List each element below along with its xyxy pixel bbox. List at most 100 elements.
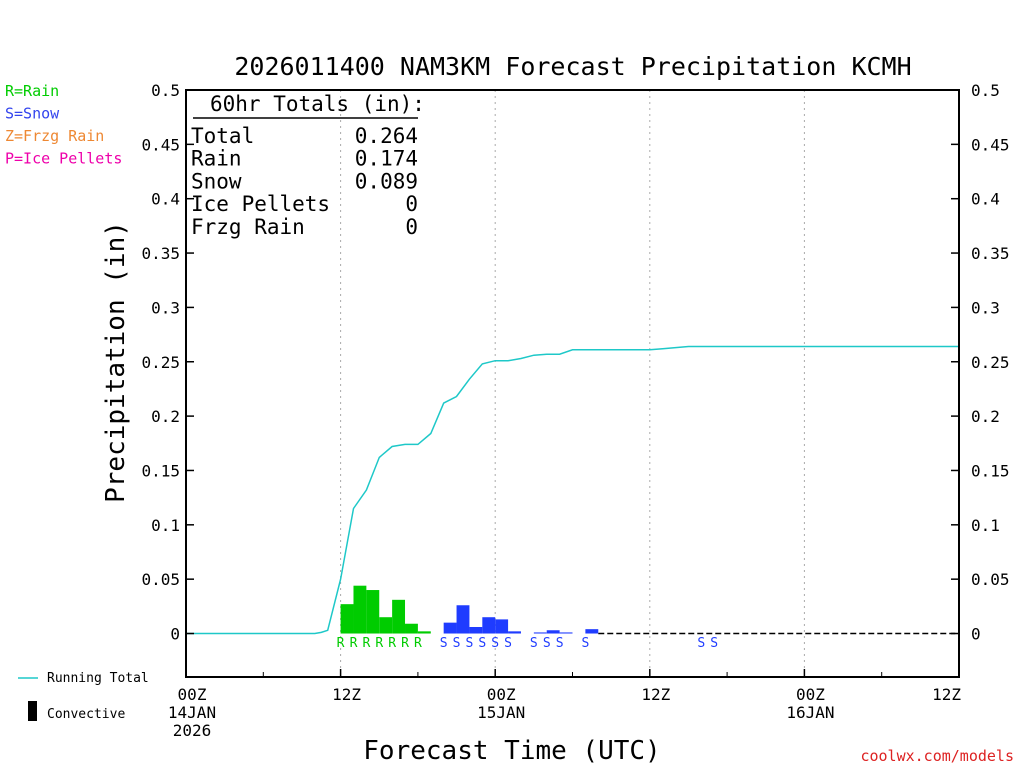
totals-value: 0 (405, 192, 418, 216)
x-tick-label: 2026 (173, 721, 212, 740)
precip-bars (340, 585, 599, 634)
snow-marker: S (440, 636, 448, 651)
totals-value: 0.264 (355, 124, 418, 148)
rain-bar (405, 623, 418, 634)
snow-bar (456, 605, 470, 634)
x-tick-label: 00Z (178, 685, 207, 704)
totals-label: Ice Pellets (191, 192, 330, 216)
rain-bar (353, 585, 367, 634)
rain-marker: R (388, 636, 396, 651)
x-tick-label: 00Z (487, 685, 516, 704)
y-axis-right: 0 0.05 0.1 0.15 0.2 0.25 0.3 0.35 0.4 0.45 0.5 (951, 81, 1010, 644)
rain-bar (366, 590, 380, 634)
snow-marker: S (491, 636, 499, 651)
snow-marker: S (543, 636, 551, 651)
snow-marker: S (530, 636, 538, 651)
y-tick-label-left: 0.05 (141, 570, 180, 589)
y-tick-label-right: 0 (971, 625, 981, 644)
gridlines (340, 90, 805, 677)
snow-marker: S (466, 636, 474, 651)
snow-marker: S (478, 636, 486, 651)
x-tick-label: 12Z (641, 685, 670, 704)
rain-marker: R (375, 636, 383, 651)
rain-bar (392, 599, 406, 634)
totals-value: 0.089 (355, 169, 418, 193)
snow-marker: S (581, 636, 589, 651)
totals-header: 60hr Totals (in): (210, 92, 425, 116)
legend-s: S=Snow (5, 105, 60, 123)
snow-bar (495, 619, 509, 634)
credit-text[interactable]: coolwx.com/models (860, 747, 1014, 765)
legend-p: P=Ice Pellets (5, 150, 122, 168)
y-tick-label-right: 0.05 (971, 570, 1010, 589)
snow-bar (533, 632, 547, 634)
legend-z: Z=Frzg Rain (5, 127, 104, 145)
y-tick-label-right: 0.2 (971, 407, 1000, 426)
y-tick-label-left: 0.1 (151, 516, 180, 535)
x-tick-label: 16JAN (786, 703, 834, 722)
totals-value: 0 (405, 215, 418, 239)
y-axis-title: Precipitation (in) (101, 221, 131, 503)
rain-marker: R (362, 636, 370, 651)
snow-bar (546, 630, 560, 634)
y-tick-label-right: 0.35 (971, 244, 1010, 263)
x-tick-label: 12Z (332, 685, 361, 704)
totals-label: Snow (191, 169, 242, 193)
y-tick-label-left: 0.3 (151, 298, 180, 317)
y-tick-label-right: 0.1 (971, 516, 1000, 535)
y-axis-left: 0 0.05 0.1 0.15 0.2 0.25 0.3 0.35 0.4 0.45 0.5 (141, 81, 194, 644)
running-total-line (186, 345, 959, 635)
totals-label: Rain (191, 147, 242, 171)
x-axis-title: Forecast Time (UTC) (363, 736, 660, 766)
snow-bar (443, 622, 457, 634)
snow-marker: S (504, 636, 512, 651)
totals-label: Frzg Rain (191, 215, 305, 239)
rain-marker: R (414, 636, 422, 651)
y-tick-label-left: 0.45 (141, 135, 180, 154)
snow-bar (559, 632, 573, 634)
y-tick-label-right: 0.15 (971, 461, 1010, 480)
x-tick-label: 14JAN (168, 703, 216, 722)
y-tick-label-left: 0.4 (151, 190, 180, 209)
plot-frame (185, 89, 960, 678)
x-tick-label: 15JAN (477, 703, 525, 722)
rain-bar (417, 631, 431, 634)
line-legend-label: Convective (47, 707, 125, 722)
y-tick-label-left: 0.35 (141, 244, 180, 263)
totals-label: Total (191, 124, 254, 148)
y-tick-label-right: 0.5 (971, 81, 1000, 100)
rain-bar (379, 617, 393, 634)
legend-r: R=Rain (5, 82, 59, 100)
y-tick-label-left: 0 (170, 625, 180, 644)
y-tick-label-left: 0.15 (141, 461, 180, 480)
chart-title: 2026011400 NAM3KM Forecast Precipitation… (234, 52, 911, 81)
snow-bar (469, 626, 483, 634)
totals-value: 0.174 (355, 147, 418, 171)
y-tick-label-right: 0.45 (971, 135, 1010, 154)
rain-marker: R (350, 636, 358, 651)
precip-type-legend: R=Rain S=Snow Z=Frzg Rain P=Ice Pellets (5, 82, 122, 168)
snow-marker: S (710, 636, 718, 651)
line-legend-label: Running Total (47, 671, 149, 686)
y-tick-label-left: 0.2 (151, 407, 180, 426)
snow-bar (508, 631, 521, 634)
snow-bar (482, 617, 496, 634)
y-tick-label-left: 0.25 (141, 353, 180, 372)
snow-marker: S (453, 636, 461, 651)
rain-bar (340, 604, 354, 634)
snow-marker: S (556, 636, 564, 651)
y-tick-label-right: 0.3 (971, 298, 1000, 317)
y-tick-label-right: 0.25 (971, 353, 1010, 372)
totals-box: 60hr Totals (in): Total 0.264 Rain 0.174 Snow… (191, 92, 425, 239)
y-tick-label-left: 0.5 (151, 81, 180, 100)
snow-marker: S (697, 636, 705, 651)
convective-legend-swatch (28, 701, 37, 721)
snow-bar (585, 629, 599, 634)
x-tick-label: 00Z (796, 685, 825, 704)
line-legend: Running Total Convective (18, 671, 149, 722)
rain-marker: R (401, 636, 409, 651)
x-tick-label: 12Z (932, 685, 961, 704)
rain-marker: R (337, 636, 345, 651)
